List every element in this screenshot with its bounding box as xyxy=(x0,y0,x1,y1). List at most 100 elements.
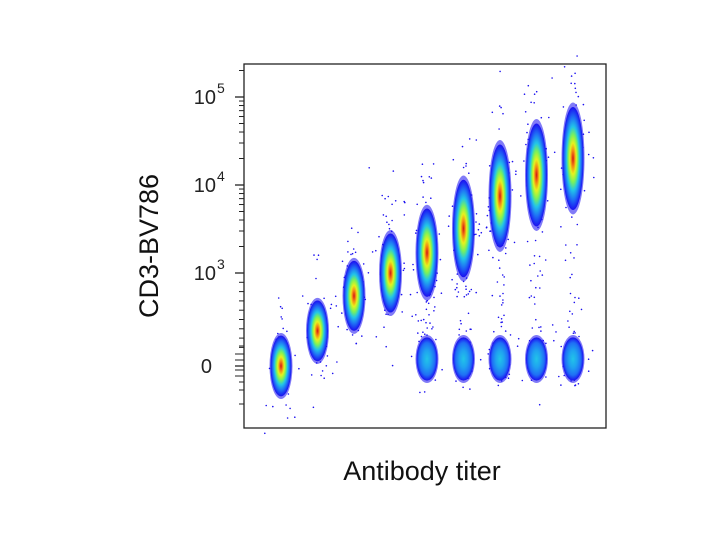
event-dot xyxy=(560,188,562,191)
event-dot xyxy=(321,370,324,372)
event-dot xyxy=(525,143,527,146)
event-dot xyxy=(427,302,430,305)
event-dot xyxy=(454,288,457,291)
event-dot xyxy=(434,306,436,308)
event-dot xyxy=(540,116,543,119)
event-dot xyxy=(540,326,542,328)
event-dot xyxy=(469,388,471,390)
event-dot xyxy=(298,367,300,370)
event-dot xyxy=(564,259,567,262)
event-dot xyxy=(385,313,387,316)
event-dot xyxy=(535,90,538,93)
event-dot xyxy=(371,251,374,253)
event-dot xyxy=(385,345,388,348)
event-dot xyxy=(502,112,504,115)
event-dot xyxy=(415,232,417,234)
event-dot xyxy=(420,319,423,322)
event-dot xyxy=(401,311,404,313)
event-dot xyxy=(354,251,357,254)
event-dot xyxy=(475,139,478,141)
event-dot xyxy=(487,353,490,355)
event-dot xyxy=(415,314,417,316)
event-dot xyxy=(331,372,334,375)
event-dot xyxy=(486,214,489,217)
event-dot xyxy=(504,330,507,332)
event-dot xyxy=(335,305,338,307)
event-dot xyxy=(541,274,544,276)
event-dot xyxy=(430,197,432,199)
event-dot xyxy=(412,269,415,271)
event-dot xyxy=(465,294,468,296)
event-dot xyxy=(583,189,586,192)
event-dot xyxy=(434,379,437,381)
event-dot xyxy=(500,321,502,324)
event-dot xyxy=(386,221,388,223)
event-dot xyxy=(577,383,580,385)
event-dot xyxy=(475,221,477,223)
event-dot xyxy=(576,244,578,246)
event-dot xyxy=(323,297,325,300)
event-dot xyxy=(420,175,423,178)
event-dot xyxy=(409,293,412,296)
event-dot xyxy=(527,123,529,125)
event-dot xyxy=(511,189,514,191)
event-dot xyxy=(351,252,354,255)
density-populations xyxy=(269,102,585,399)
event-dot xyxy=(492,256,494,259)
event-dot xyxy=(467,293,470,295)
event-dot xyxy=(422,318,425,321)
event-dot xyxy=(426,327,429,329)
event-dot xyxy=(350,227,353,229)
event-dot xyxy=(425,201,427,204)
event-dot xyxy=(587,370,590,373)
event-dot xyxy=(571,313,574,315)
event-dot xyxy=(440,292,443,295)
event-dot xyxy=(498,105,501,107)
event-dot xyxy=(530,101,532,104)
event-dot xyxy=(491,111,494,114)
event-dot xyxy=(575,91,577,94)
event-dot xyxy=(500,325,503,328)
event-dot xyxy=(351,334,354,336)
event-dot xyxy=(539,270,541,272)
event-dot xyxy=(592,157,595,159)
event-dot xyxy=(528,296,531,299)
event-dot xyxy=(272,405,274,408)
population-high xyxy=(453,179,474,278)
event-dot xyxy=(493,330,495,333)
event-dot xyxy=(574,82,576,85)
event-dot xyxy=(500,304,503,306)
event-dot xyxy=(416,291,419,294)
event-dot xyxy=(310,374,313,376)
event-dot xyxy=(568,326,570,329)
event-dot xyxy=(573,257,575,259)
event-dot xyxy=(478,235,481,237)
event-dot xyxy=(545,342,547,345)
population-high xyxy=(343,260,365,331)
event-dot xyxy=(567,320,569,322)
event-dot xyxy=(355,342,358,345)
event-dot xyxy=(381,194,384,197)
event-dot xyxy=(388,223,390,226)
event-dot xyxy=(551,324,554,326)
event-dot xyxy=(502,302,504,304)
event-dot xyxy=(503,314,505,317)
event-dot xyxy=(475,233,477,236)
event-dot xyxy=(410,355,413,358)
event-dot xyxy=(455,380,457,382)
event-dot xyxy=(462,386,464,389)
event-dot xyxy=(419,391,421,394)
event-dot xyxy=(347,251,349,253)
event-dot xyxy=(326,355,329,357)
event-dot xyxy=(477,228,480,231)
event-dot xyxy=(277,297,280,299)
event-dot xyxy=(463,295,466,298)
event-dot xyxy=(384,197,386,200)
event-dot xyxy=(330,303,333,306)
event-dot xyxy=(423,391,426,393)
event-dot xyxy=(462,166,465,169)
event-dot xyxy=(591,349,594,352)
event-dot xyxy=(465,288,467,291)
event-dot xyxy=(547,156,550,158)
event-dot xyxy=(507,238,510,241)
